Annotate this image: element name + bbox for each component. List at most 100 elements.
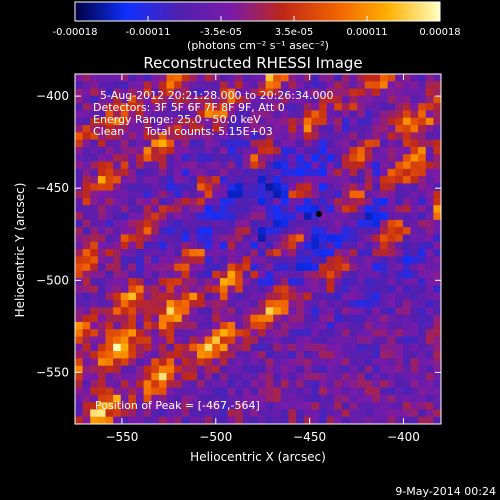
heatmap-cell — [197, 95, 206, 104]
heatmap-cell — [349, 307, 358, 316]
heatmap-cell — [425, 249, 434, 257]
heatmap-cell — [105, 416, 114, 425]
heatmap-cell — [433, 372, 442, 381]
heatmap-cell — [204, 365, 213, 374]
heatmap-cell — [242, 270, 251, 279]
heatmap-cell — [349, 292, 358, 301]
heatmap-cell — [357, 285, 366, 294]
heatmap-cell — [105, 380, 114, 389]
heatmap-cell — [341, 95, 351, 104]
heatmap-cell — [296, 263, 305, 272]
heatmap-cell — [242, 387, 251, 396]
heatmap-cell — [326, 103, 335, 111]
heatmap-cell — [227, 88, 236, 97]
heatmap-cell — [349, 387, 358, 396]
heatmap-cell — [105, 88, 114, 97]
heatmap-cell — [418, 409, 427, 418]
footer-date: 9-May-2014 00:24 — [395, 485, 496, 498]
heatmap-cell — [113, 343, 122, 352]
heatmap-cell — [75, 256, 84, 265]
heatmap-cell — [410, 176, 419, 184]
heatmap-cell — [120, 365, 129, 374]
heatmap-cell — [82, 117, 91, 126]
heatmap-cell — [166, 278, 175, 286]
heatmap-cell — [319, 95, 328, 104]
heatmap-cell — [357, 351, 366, 359]
heatmap-cell — [250, 241, 259, 250]
heatmap-cell — [280, 285, 290, 294]
heatmap-cell — [357, 125, 366, 133]
heatmap-cell — [174, 154, 183, 162]
heatmap-cell — [136, 394, 145, 403]
heatmap-cell — [380, 183, 389, 192]
heatmap-cell — [97, 117, 107, 126]
heatmap-cell — [75, 132, 84, 141]
heatmap-cell — [303, 161, 312, 170]
heatmap-cell — [387, 387, 396, 396]
heatmap-cell — [387, 321, 396, 330]
heatmap-cell — [258, 117, 267, 126]
heatmap-cell — [311, 343, 320, 352]
heatmap-cell — [357, 154, 366, 162]
heatmap-cell — [364, 365, 373, 374]
heatmap-cell — [166, 227, 175, 235]
heatmap-cell — [219, 190, 229, 199]
heatmap-cell — [380, 81, 389, 90]
heatmap-cell — [181, 212, 190, 221]
heatmap-cell — [143, 161, 152, 170]
heatmap-cell — [242, 394, 251, 403]
heatmap-cell — [204, 300, 213, 308]
heatmap-cell — [288, 416, 297, 425]
heatmap-cell — [174, 146, 183, 155]
heatmap-cell — [120, 241, 129, 250]
heatmap-cell — [280, 219, 290, 228]
heatmap-cell — [349, 117, 358, 126]
heatmap-cell — [433, 270, 442, 279]
heatmap-cell — [212, 234, 221, 243]
heatmap-cell — [75, 314, 84, 323]
heatmap-cell — [288, 154, 297, 162]
heatmap-cell — [204, 88, 213, 97]
heatmap-cell — [136, 132, 145, 141]
heatmap-cell — [204, 285, 213, 294]
heatmap-cell — [380, 278, 389, 286]
heatmap-cell — [265, 154, 274, 162]
heatmap-cell — [189, 205, 198, 214]
heatmap-cell — [418, 176, 427, 184]
heatmap-cell — [319, 278, 328, 286]
heatmap-cell — [250, 409, 259, 418]
heatmap-cell — [311, 183, 320, 192]
heatmap-cell — [128, 372, 137, 381]
heatmap-cell — [349, 358, 358, 367]
heatmap-cell — [204, 358, 213, 367]
heatmap-cell — [265, 81, 274, 90]
heatmap-cell — [90, 139, 99, 148]
heatmap-cell — [181, 292, 190, 301]
heatmap-cell — [341, 278, 351, 286]
heatmap-cell — [303, 176, 312, 184]
heatmap-cell — [410, 394, 419, 403]
heatmap-cell — [113, 176, 122, 184]
heatmap-cell — [90, 161, 99, 170]
heatmap-cell — [357, 139, 366, 148]
heatmap-cell — [227, 402, 236, 410]
heatmap-cell — [181, 380, 190, 389]
heatmap-cell — [75, 402, 84, 410]
heatmap-cell — [296, 117, 305, 126]
heatmap-cell — [97, 146, 107, 155]
heatmap-cell — [212, 197, 221, 206]
heatmap-cell — [242, 88, 251, 97]
heatmap-cell — [410, 365, 419, 374]
heatmap-cell — [212, 300, 221, 308]
heatmap-cell — [113, 300, 122, 308]
heatmap-cell — [197, 197, 206, 206]
heatmap-cell — [136, 110, 145, 119]
heatmap-cell — [402, 387, 412, 396]
heatmap-cell — [242, 219, 251, 228]
heatmap-cell — [212, 146, 221, 155]
heatmap-cell — [235, 402, 244, 410]
heatmap-cell — [395, 241, 404, 250]
heatmap-cell — [265, 329, 274, 337]
heatmap-cell — [90, 285, 99, 294]
heatmap-cell — [349, 278, 358, 286]
